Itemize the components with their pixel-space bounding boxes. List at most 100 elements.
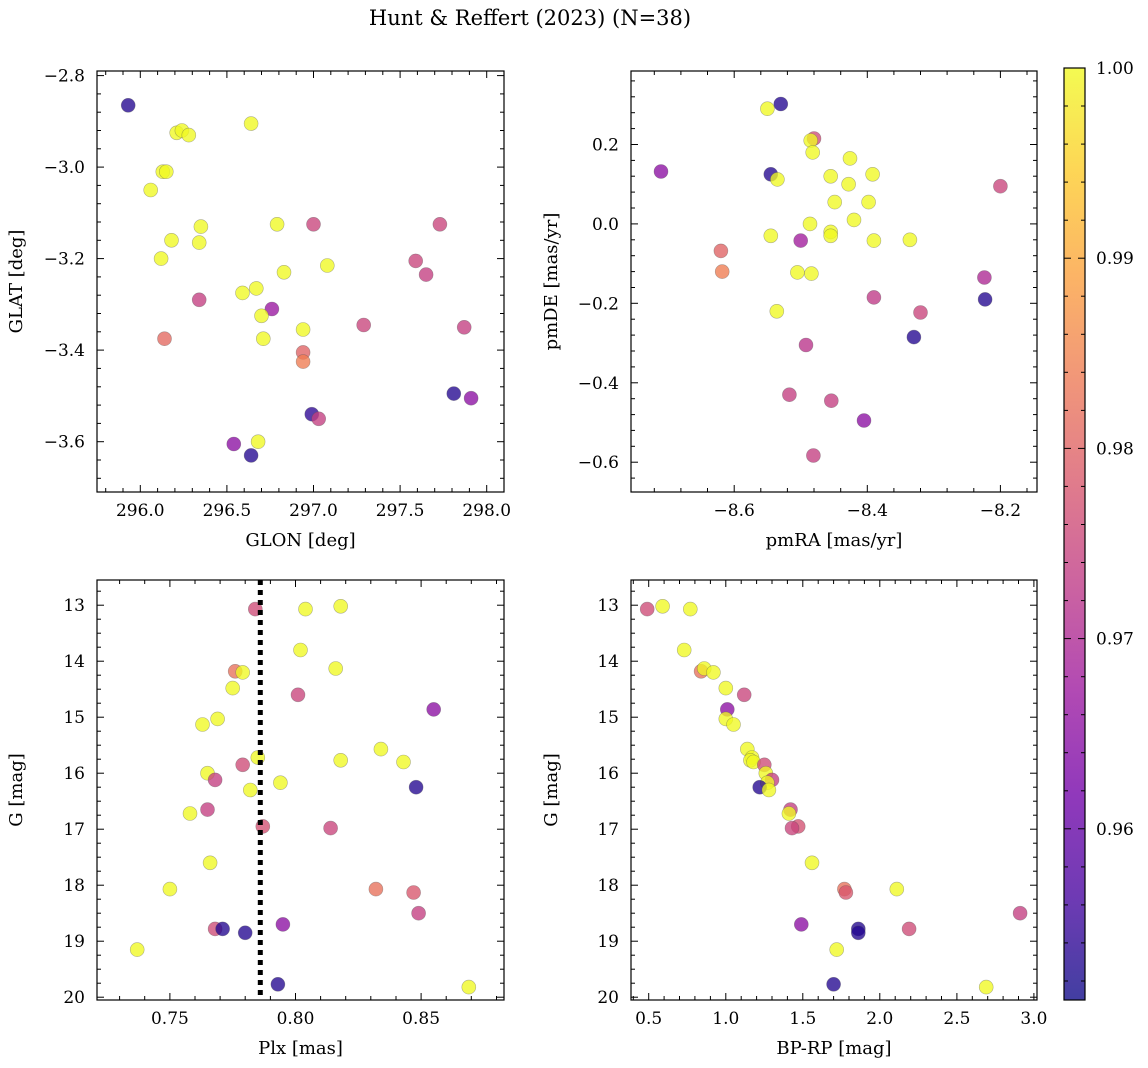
x-tick-label: −8.6 xyxy=(714,501,755,521)
data-point xyxy=(842,151,858,166)
data-point xyxy=(226,436,242,452)
data-point xyxy=(461,979,477,995)
data-point xyxy=(153,251,169,266)
data-point xyxy=(295,322,311,337)
data-point xyxy=(368,881,384,897)
data-point xyxy=(829,942,845,957)
data-point xyxy=(826,976,841,992)
data-point xyxy=(718,680,734,696)
data-point xyxy=(143,182,158,198)
axis-ticks xyxy=(631,71,1037,492)
data-point xyxy=(426,702,442,717)
data-point xyxy=(290,687,306,703)
data-point xyxy=(804,266,819,281)
data-point xyxy=(770,172,785,187)
data-point xyxy=(319,258,335,273)
data-point xyxy=(653,164,669,179)
data-point xyxy=(157,331,172,347)
colorbar-tick-label: 0.97 xyxy=(1096,630,1134,650)
data-point xyxy=(713,243,729,259)
data-point xyxy=(191,235,207,250)
x-tick-label: 1.0 xyxy=(712,1009,739,1029)
y-axis-label: G [mag] xyxy=(6,753,27,826)
y-tick-label: −0.6 xyxy=(578,453,619,473)
axis-ticks xyxy=(97,580,504,1000)
data-point xyxy=(846,212,862,228)
data-point xyxy=(761,782,777,798)
data-point xyxy=(225,680,240,696)
data-point xyxy=(901,921,917,937)
data-point xyxy=(254,308,269,324)
axis-ticks xyxy=(631,580,1037,1000)
y-axis-label: G [mag] xyxy=(541,753,562,826)
x-tick-label: 0.85 xyxy=(402,1009,440,1029)
x-axis-label: Plx [mas] xyxy=(258,1038,343,1059)
data-point xyxy=(736,687,752,703)
data-points xyxy=(639,598,1028,995)
data-points xyxy=(653,96,1008,463)
data-point xyxy=(827,194,843,210)
data-point xyxy=(823,393,839,409)
data-point xyxy=(164,233,179,248)
y-tick-label: −3.0 xyxy=(44,158,85,178)
colorbar-gradient xyxy=(1064,68,1085,1000)
data-point xyxy=(193,219,209,234)
data-point xyxy=(181,127,197,143)
data-point xyxy=(781,806,797,821)
data-point xyxy=(850,925,866,941)
data-point xyxy=(978,979,994,995)
data-point xyxy=(865,167,880,182)
data-point xyxy=(841,176,856,192)
colorbar-tick-label: 0.99 xyxy=(1096,249,1134,269)
y-tick-label: 17 xyxy=(597,820,619,840)
data-point xyxy=(714,264,730,279)
y-tick-label: −0.2 xyxy=(578,294,619,314)
data-point xyxy=(200,802,215,817)
data-point xyxy=(210,711,225,727)
data-point xyxy=(446,386,462,401)
x-axis-label: pmRA [mas/yr] xyxy=(766,530,903,551)
colorbar-tick-label: 0.96 xyxy=(1096,820,1134,840)
data-point xyxy=(306,217,321,232)
x-tick-label: 1.5 xyxy=(789,1009,816,1029)
data-point xyxy=(773,96,789,112)
y-tick-label: 14 xyxy=(597,652,619,672)
x-tick-label: 3.0 xyxy=(1020,1009,1047,1029)
data-point xyxy=(856,413,872,428)
data-point xyxy=(243,116,259,131)
colorbar-tick-label: 0.98 xyxy=(1096,439,1134,459)
y-tick-label: 15 xyxy=(63,708,85,728)
data-point xyxy=(769,303,785,319)
data-point xyxy=(823,228,839,244)
data-point xyxy=(804,855,820,871)
data-point xyxy=(977,270,992,285)
data-point xyxy=(356,317,372,333)
data-point xyxy=(191,292,207,308)
scatter-panel-4: 0.5 1.0 1.5 2.0 2.5 3.0 13 14 15 16 17 18 19 20 BP-RP … xyxy=(541,579,1047,1059)
data-point xyxy=(806,448,821,463)
scatter-panel-1: 296.0 296.5 297.0 297.5 298.0 −3.6 −3.4 −3.2 −3.… xyxy=(6,67,511,551)
y-tick-label: −3.6 xyxy=(44,433,85,453)
data-point xyxy=(311,411,327,427)
data-point xyxy=(784,820,800,836)
data-point xyxy=(298,601,313,617)
x-tick-label: 297.5 xyxy=(376,501,425,521)
data-point xyxy=(838,885,854,900)
y-tick-label: −0.4 xyxy=(578,374,619,394)
y-tick-label: 17 xyxy=(63,820,85,840)
data-point xyxy=(264,301,280,317)
data-point xyxy=(250,434,266,450)
data-point xyxy=(655,598,670,614)
data-point xyxy=(432,217,448,232)
data-point xyxy=(275,917,291,932)
data-point xyxy=(726,717,741,732)
data-point xyxy=(463,390,479,406)
y-tick-label: 13 xyxy=(597,596,619,616)
data-point xyxy=(408,779,424,795)
data-point xyxy=(861,194,876,210)
data-point xyxy=(276,264,292,280)
x-axis-label: BP-RP [mag] xyxy=(776,1038,891,1059)
x-tick-label: 296.0 xyxy=(116,501,165,521)
x-tick-label: 298.0 xyxy=(462,501,511,521)
